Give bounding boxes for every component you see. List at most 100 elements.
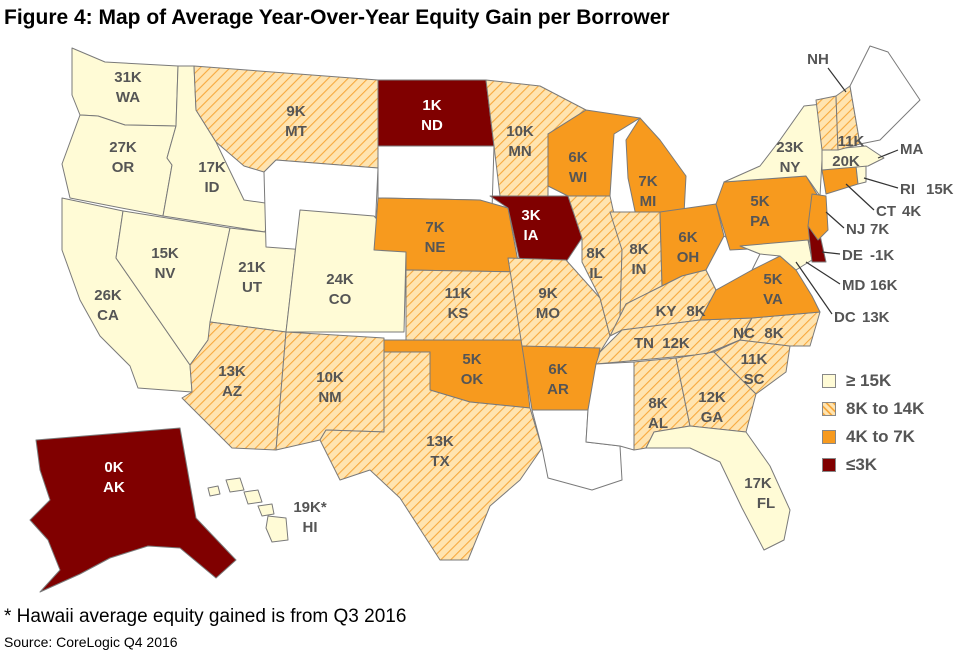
label-abbr-WI: WI (569, 169, 587, 186)
label-abbr-NY: NY (780, 159, 801, 176)
label-abbr-MT: MT (285, 123, 307, 140)
state-AR (521, 345, 601, 411)
label-abbr-AK: AK (103, 479, 125, 496)
pointer-MA (877, 149, 899, 159)
state-WA (71, 47, 179, 127)
label-abbr-WA: WA (116, 89, 140, 106)
label-abbr-FL: FL (757, 495, 775, 512)
legend-label-lowest: ≤3K (846, 455, 878, 474)
label-value-VA: 5K (763, 271, 782, 288)
legend-swatch-high (822, 374, 836, 388)
legend-item-low: 4K to 7K (822, 426, 915, 448)
legend-swatch-lowest (822, 458, 836, 472)
label-abbr-VA: VA (763, 291, 783, 308)
label-value-SC: 11K (741, 351, 768, 368)
label-abbr-IL: IL (589, 265, 602, 282)
label-abbr-AZ: AZ (222, 383, 242, 400)
label-value-UT: 21K (238, 259, 266, 276)
label-abbr-NM: NM (318, 389, 341, 406)
label-value-ID: 17K (198, 159, 226, 176)
legend-item-high: ≥ 15K (822, 370, 891, 392)
legend-item-mid: 8K to 14K (822, 398, 924, 420)
label-value-NY: 23K (776, 139, 804, 156)
label-abbr-IA: IA (524, 227, 539, 244)
label-value-IL: 8K (586, 245, 605, 262)
label-value-ND: 1K (422, 97, 441, 114)
label-abbr-CA: CA (97, 307, 119, 324)
pointer-RI (863, 177, 899, 189)
label-abbr-CO: CO (329, 291, 352, 308)
label-abbr-IN: IN (632, 261, 647, 278)
state-MD (739, 239, 813, 271)
label-abbr-ND: ND (421, 117, 443, 134)
state-MA (821, 145, 885, 171)
label-abbr-TN: TN (634, 335, 654, 352)
state-MI (625, 117, 687, 217)
state-NJ (807, 193, 829, 241)
label-value-NM: 10K (316, 369, 344, 386)
label-abbr-MA: MA (900, 141, 923, 158)
state-FL (645, 425, 791, 551)
legend-label-high: ≥ 15K (846, 371, 892, 390)
label-abbr-NC: NC (733, 325, 755, 342)
label-value-OH: 6K (678, 229, 697, 246)
footnote: * Hawaii average equity gained is from Q… (4, 606, 407, 627)
labels-layer: 31K WA 27K OR 26K CA 17K ID 15K NV 21K U… (94, 51, 953, 536)
label-value-OK: 5K (462, 351, 481, 368)
label-abbr-NE: NE (425, 239, 446, 256)
label-value-GA: 12K (698, 389, 726, 406)
label-abbr-DE: DE (842, 247, 863, 264)
state-NC (705, 311, 821, 355)
label-value-FL: 17K (744, 475, 772, 492)
legend-label-mid: 8K to 14K (846, 399, 925, 418)
legend-swatch-low (822, 430, 836, 444)
state-WI (547, 109, 641, 197)
label-value-NE: 7K (425, 219, 444, 236)
state-TX (319, 351, 543, 561)
label-value-MN: 10K (506, 123, 534, 140)
legend-swatch-mid (822, 402, 836, 416)
pointer-MD (805, 261, 841, 285)
label-value-HI: 19K* (293, 499, 327, 516)
label-abbr-GA: GA (701, 409, 724, 426)
label-value-MD: 16K (870, 277, 898, 294)
label-value-AL: 8K (648, 395, 667, 412)
pointer-NH (827, 67, 847, 93)
label-value-CA: 26K (94, 287, 122, 304)
label-abbr-TX: TX (430, 453, 449, 470)
label-value-CO: 24K (326, 271, 354, 288)
label-value-RI: 15K (926, 181, 954, 198)
label-value-VT: 11K (838, 133, 865, 150)
label-abbr-OH: OH (677, 249, 700, 266)
label-abbr-UT: UT (242, 279, 262, 296)
label-abbr-AR: AR (547, 381, 569, 398)
label-value-DE: -1K (870, 247, 894, 264)
label-abbr-NJ: NJ (846, 221, 865, 238)
label-value-MI: 7K (638, 173, 657, 190)
label-value-WA: 31K (114, 69, 142, 86)
pointer-DE (821, 251, 841, 255)
label-abbr-NV: NV (155, 265, 176, 282)
label-value-TX: 13K (426, 433, 454, 450)
label-value-KS: 11K (445, 285, 472, 302)
label-value-AR: 6K (548, 361, 567, 378)
label-abbr-CT: CT (876, 203, 896, 220)
pointer-CT (845, 183, 875, 211)
label-abbr-MI: MI (640, 193, 657, 210)
label-value-DC: 13K (862, 309, 890, 326)
label-abbr-KY: KY (656, 303, 677, 320)
figure-title: Figure 4: Map of Average Year-Over-Year … (4, 6, 670, 29)
label-abbr-KS: KS (448, 305, 469, 322)
states-layer (29, 45, 921, 593)
label-abbr-HI: HI (303, 519, 318, 536)
state-AK (29, 427, 237, 593)
label-value-NJ: 7K (870, 221, 889, 238)
label-value-PA: 5K (750, 193, 769, 210)
label-value-KY: 8K (686, 303, 705, 320)
label-value-AZ: 13K (218, 363, 246, 380)
label-abbr-OK: OK (461, 371, 484, 388)
pointer-NJ (825, 211, 845, 229)
legend-item-lowest: ≤3K (822, 454, 877, 476)
label-value-IA: 3K (521, 207, 540, 224)
